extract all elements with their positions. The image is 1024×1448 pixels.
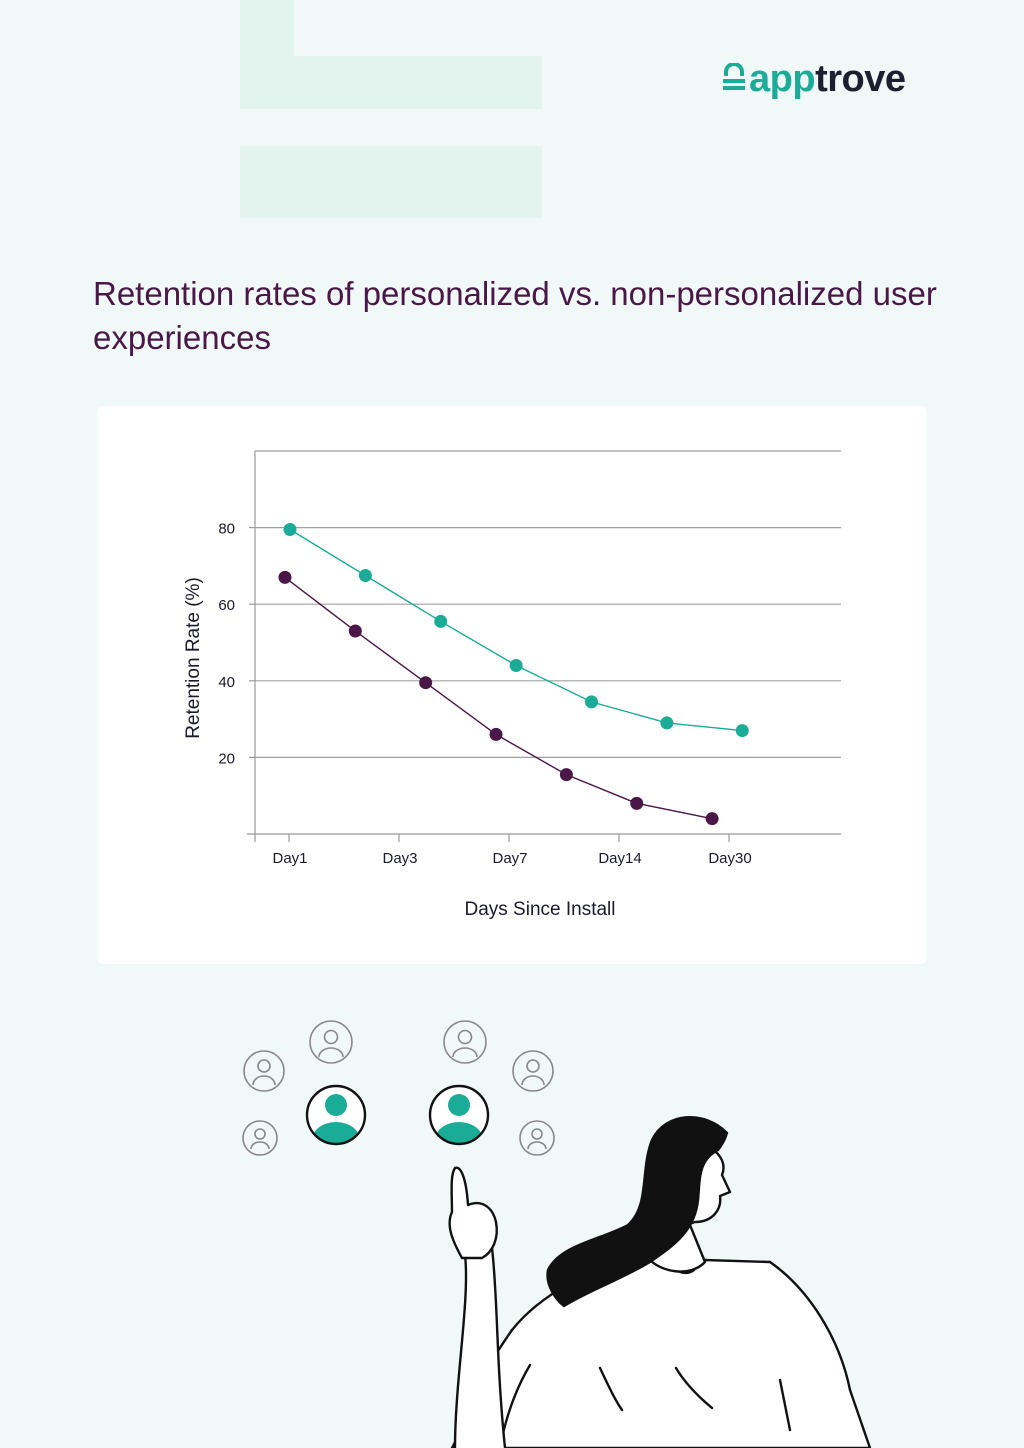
- x-tick-label: Day30: [708, 850, 751, 867]
- y-tick-label: 40: [218, 674, 235, 691]
- user-icon: [309, 1020, 353, 1064]
- data-point: [509, 658, 523, 672]
- data-point: [630, 796, 644, 810]
- brand-logo: app trove: [722, 58, 906, 101]
- woman-pointing-figure: [448, 1116, 872, 1448]
- x-tick-label: Day14: [598, 850, 641, 867]
- logo-text-suffix: trove: [815, 58, 906, 100]
- series-line: [284, 576, 713, 820]
- user-icon: [519, 1120, 555, 1156]
- user-icon: [242, 1120, 278, 1156]
- x-tick-label: Day7: [492, 850, 527, 867]
- data-point: [660, 716, 674, 730]
- illustration: [242, 1020, 872, 1448]
- data-point: [585, 695, 598, 709]
- user-icon: [512, 1050, 554, 1092]
- data-point: [358, 568, 372, 582]
- data-point: [283, 523, 297, 537]
- user-icon: [243, 1050, 285, 1092]
- x-axis-label: Days Since Install: [464, 899, 615, 920]
- decor-block-bottom: [240, 146, 542, 218]
- y-tick-label: 60: [218, 597, 235, 614]
- logo-text-prefix: app: [749, 58, 816, 100]
- highlighted-user-icon: [428, 1084, 490, 1146]
- chart-card: 20 40 60 80 Day1 Day3 Day7 Day14 Day30 Retentio…: [97, 406, 927, 964]
- highlighted-user-icon: [305, 1084, 367, 1146]
- x-tick-label: Day1: [272, 850, 307, 867]
- lock-icon: [722, 58, 746, 101]
- y-axis-label: Retention Rate (%): [183, 577, 204, 739]
- x-tick-label: Day3: [382, 850, 417, 867]
- data-point: [348, 624, 362, 638]
- data-point: [705, 812, 719, 826]
- data-point: [434, 614, 448, 628]
- data-point: [559, 768, 573, 782]
- decor-block-top: [240, 0, 294, 56]
- data-point: [419, 676, 433, 690]
- user-icon: [443, 1020, 487, 1064]
- data-point: [278, 570, 292, 584]
- y-tick-label: 80: [218, 521, 235, 538]
- y-tick-label: 20: [218, 750, 235, 767]
- line-chart: 20 40 60 80 Day1 Day3 Day7 Day14 Day30 Retentio…: [183, 450, 841, 920]
- page-title: Retention rates of personalized vs. non-…: [93, 275, 937, 356]
- data-point: [735, 724, 749, 738]
- decor-block-mid: [240, 56, 542, 109]
- data-point: [489, 727, 503, 741]
